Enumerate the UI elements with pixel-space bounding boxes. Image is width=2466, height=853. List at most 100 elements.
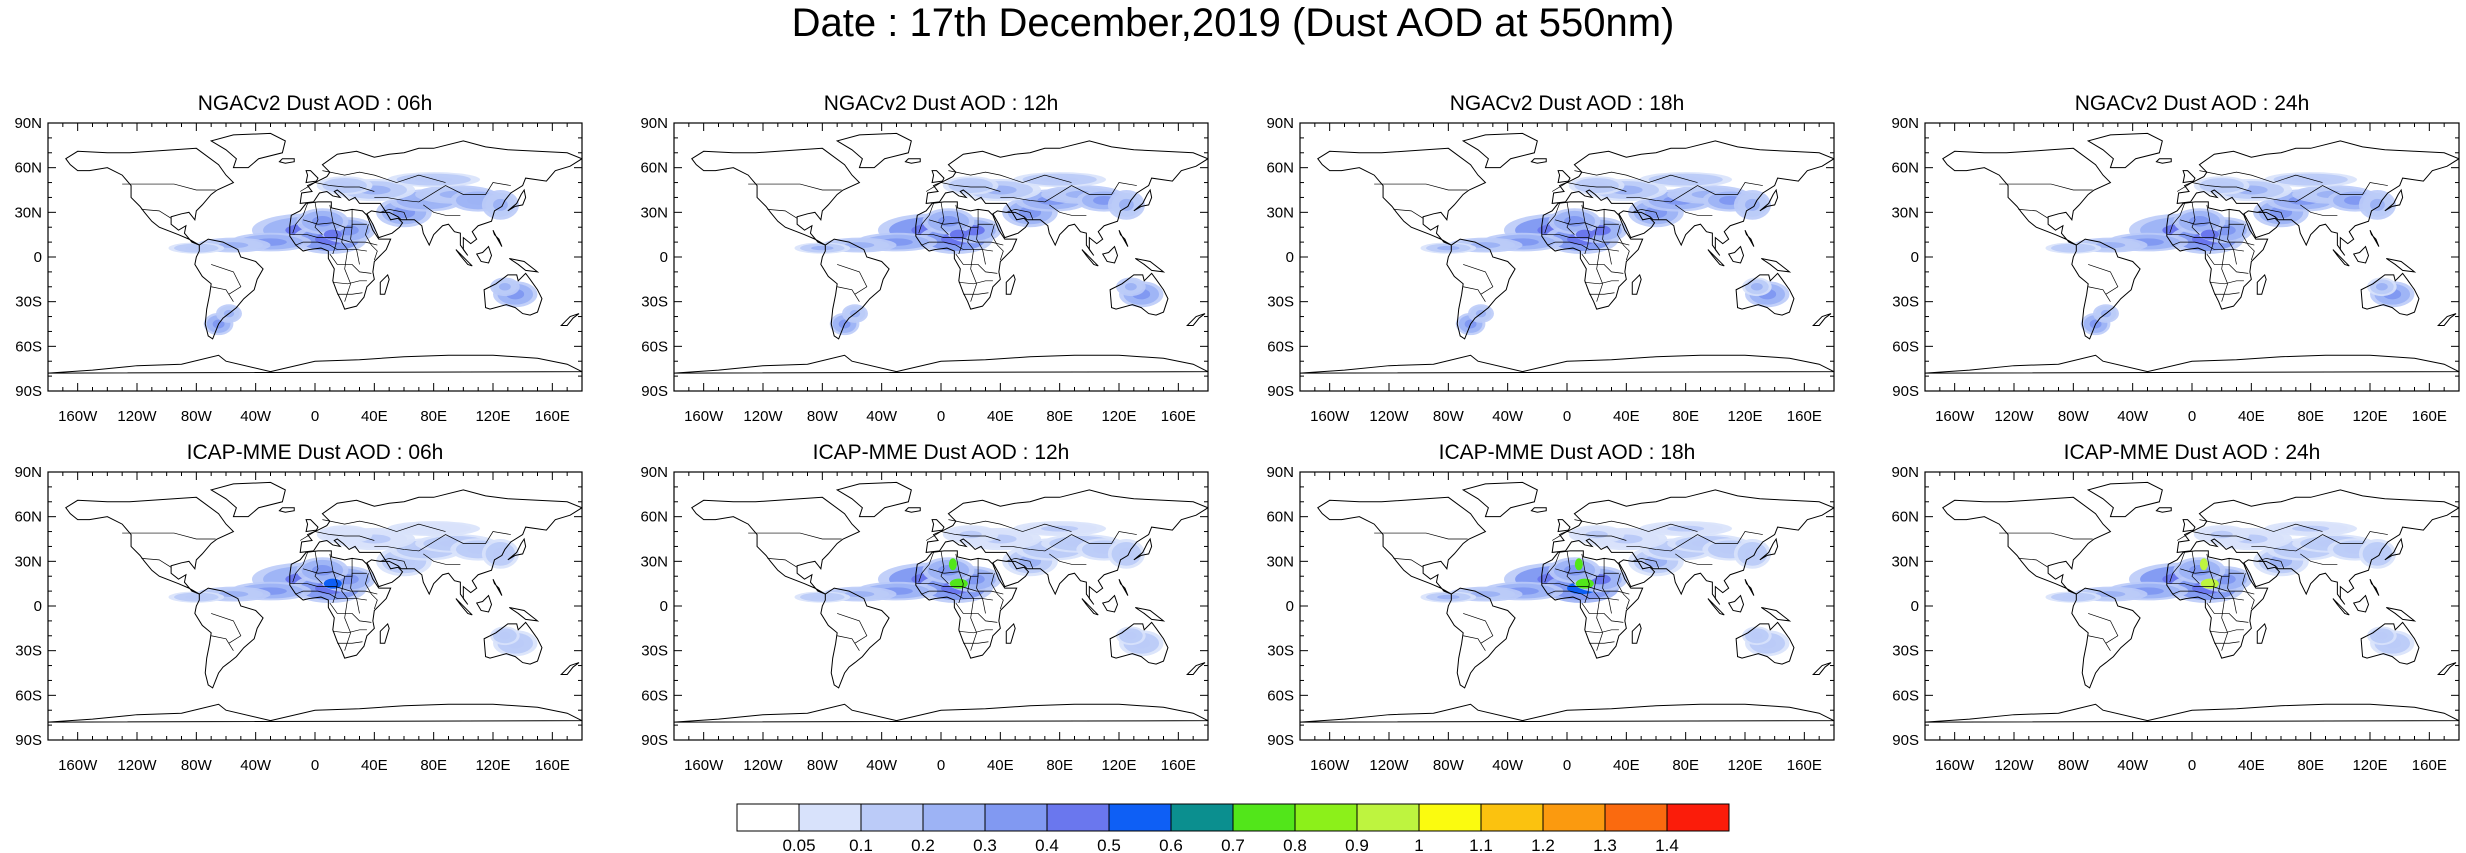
lat-tick-label: 90S — [641, 732, 668, 749]
lon-tick-label: 120W — [1994, 408, 2034, 425]
dust-peak — [1575, 578, 1594, 589]
lat-tick-label: 0 — [34, 598, 42, 615]
lon-tick-label: 120W — [743, 757, 783, 774]
lat-tick-label: 0 — [1286, 249, 1294, 266]
dust-peak — [2200, 578, 2219, 589]
lon-tick-label: 120W — [1369, 757, 1409, 774]
lon-tick-label: 80W — [181, 408, 213, 425]
lon-tick-label: 40E — [2238, 408, 2265, 425]
lat-tick-label: 60S — [641, 338, 668, 355]
lon-tick-label: 0 — [1563, 757, 1571, 774]
lat-tick-label: 90N — [1891, 115, 1919, 132]
map-panel: 90N 60N 30N 0 30S 60S 90S 160W 120W 80W 40W 0 40E 80E… — [1891, 441, 2460, 774]
lat-tick-label: 60N — [14, 160, 42, 177]
lon-tick-label: 160W — [58, 408, 98, 425]
lon-tick-label: 40E — [361, 757, 388, 774]
dust-aod-field — [1420, 521, 1790, 657]
axis-ticks — [673, 471, 1209, 741]
map-panel: 90N 60N 30N 0 30S 60S 90S 160W 120W 80W 40W 0 40E 80E… — [1266, 92, 1835, 425]
panel-title: NGACv2 Dust AOD : 24h — [2075, 92, 2310, 115]
lon-tick-label: 0 — [1563, 408, 1571, 425]
lat-tick-label: 30S — [641, 294, 668, 311]
colorbar-swatch — [1418, 803, 1482, 832]
colorbar-swatch — [984, 803, 1048, 832]
lon-tick-label: 120E — [1727, 757, 1762, 774]
lat-tick-label: 60S — [15, 338, 42, 355]
axis-ticks — [673, 122, 1209, 392]
lon-tick-label: 160E — [1787, 408, 1822, 425]
lon-tick-label: 120W — [117, 408, 157, 425]
lon-tick-label: 120E — [2352, 757, 2387, 774]
colorbar-label: 1.3 — [1593, 836, 1617, 853]
lat-tick-label: 30N — [1266, 204, 1294, 221]
lon-tick-label: 120E — [1101, 757, 1136, 774]
lon-tick-label: 40E — [2238, 757, 2265, 774]
dust-aod-field — [794, 172, 1164, 336]
dust-peak — [949, 229, 968, 240]
lat-tick-label: 30N — [14, 553, 42, 570]
colorbar-swatch — [1542, 803, 1606, 832]
lon-tick-label: 80E — [1672, 408, 1699, 425]
lat-tick-label: 90N — [640, 464, 668, 481]
map-area — [1925, 132, 2459, 374]
lon-tick-label: 80W — [807, 757, 839, 774]
coastlines — [1925, 481, 2459, 723]
map-panel: 90N 60N 30N 0 30S 60S 90S 160W 120W 80W 40W 0 40E 80E… — [14, 441, 583, 774]
lon-tick-label: 120W — [117, 757, 157, 774]
lon-tick-label: 80E — [420, 408, 447, 425]
lat-tick-label: 60S — [1267, 338, 1294, 355]
dust-peak — [949, 578, 968, 589]
lon-tick-label: 0 — [2188, 757, 2196, 774]
lat-tick-label: 60S — [15, 687, 42, 704]
dust-peak — [1574, 558, 1583, 571]
dust-peak — [948, 558, 957, 571]
lon-tick-label: 40E — [361, 408, 388, 425]
panel-title: ICAP-MME Dust AOD : 12h — [813, 441, 1070, 464]
dust-peak — [2200, 229, 2219, 240]
lon-tick-label: 120E — [1727, 408, 1762, 425]
lon-tick-label: 160W — [58, 757, 98, 774]
lat-tick-label: 30S — [1892, 643, 1919, 660]
lat-tick-label: 0 — [1286, 598, 1294, 615]
map-area — [1925, 481, 2459, 723]
lat-tick-label: 0 — [34, 249, 42, 266]
dust-peak — [2199, 558, 2208, 571]
lat-tick-label: 30N — [1891, 553, 1919, 570]
colorbar-label: 0.9 — [1345, 836, 1369, 853]
lat-tick-label: 90N — [14, 115, 42, 132]
map-frame — [673, 122, 1209, 392]
map-frame — [673, 471, 1209, 741]
map-area — [48, 481, 582, 723]
country-borders — [748, 519, 1137, 651]
dust-aod-field — [168, 172, 538, 336]
country-borders — [748, 170, 1137, 302]
lat-tick-label: 90S — [15, 383, 42, 400]
lon-tick-label: 0 — [311, 408, 319, 425]
map-area — [1300, 481, 1834, 723]
lat-tick-label: 60S — [641, 687, 668, 704]
map-area — [48, 132, 582, 374]
panel-title: ICAP-MME Dust AOD : 18h — [1439, 441, 1696, 464]
lon-tick-label: 160E — [1161, 757, 1196, 774]
colorbar-swatch — [1170, 803, 1234, 832]
colorbar-label: 0.2 — [911, 836, 935, 853]
dust-aod-field — [794, 521, 1164, 657]
lat-tick-label: 90S — [15, 732, 42, 749]
coastlines — [674, 481, 1208, 723]
map-area — [674, 481, 1208, 723]
colorbar-swatch — [798, 803, 862, 832]
lon-tick-label: 80W — [807, 408, 839, 425]
lon-tick-label: 0 — [937, 757, 945, 774]
lon-tick-label: 40E — [1613, 757, 1640, 774]
map-panel: 90N 60N 30N 0 30S 60S 90S 160W 120W 80W 40W 0 40E 80E… — [640, 441, 1209, 774]
lat-tick-label: 30N — [640, 204, 668, 221]
lat-tick-label: 30N — [14, 204, 42, 221]
lat-tick-label: 60N — [14, 509, 42, 526]
map-panel: 90N 60N 30N 0 30S 60S 90S 160W 120W 80W 40W 0 40E 80E… — [14, 92, 583, 425]
lon-tick-label: 40W — [1492, 408, 1524, 425]
lon-tick-label: 80E — [420, 757, 447, 774]
lat-tick-label: 30S — [641, 643, 668, 660]
dust-peak — [323, 578, 342, 589]
dust-peak — [323, 229, 342, 240]
colorbar-label: 1.4 — [1655, 836, 1679, 853]
